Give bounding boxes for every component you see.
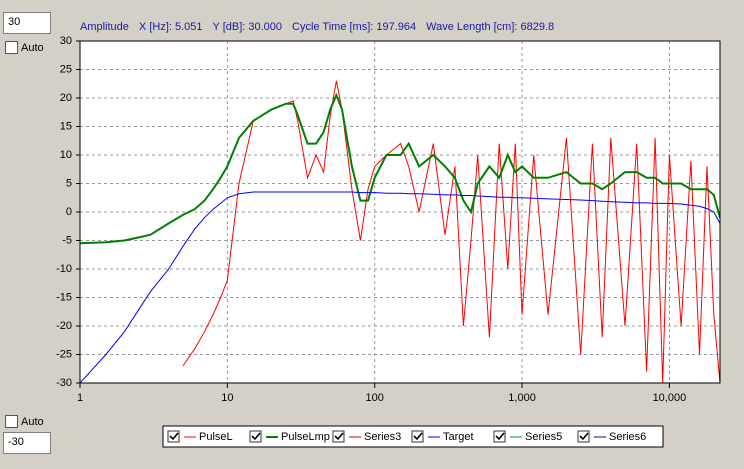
series-line xyxy=(80,191,720,383)
series-line xyxy=(80,92,720,245)
legend-checkbox[interactable] xyxy=(332,430,345,443)
legend-label: Series5 xyxy=(525,431,562,443)
legend-label: PulseL xyxy=(199,431,233,443)
y-tick-label: -30 xyxy=(56,377,72,389)
y-tick-label: 10 xyxy=(60,149,72,161)
top-auto-label: Auto xyxy=(21,41,44,54)
checkbox[interactable] xyxy=(5,415,18,428)
readout-text: Cycle Time [ms]: 197.964 xyxy=(292,21,416,33)
legend-check xyxy=(334,432,344,441)
legend-checkbox[interactable] xyxy=(249,430,262,443)
y-tick-label: -20 xyxy=(56,320,72,332)
x-tick-label: 10,000 xyxy=(653,392,687,404)
legend-label: PulseLmp xyxy=(281,431,330,443)
y-tick-label: 15 xyxy=(60,120,72,132)
checkbox[interactable] xyxy=(5,41,18,54)
legend-checkbox[interactable] xyxy=(577,430,590,443)
top-value-input[interactable]: 30 xyxy=(3,12,51,34)
y-tick-label: -25 xyxy=(56,348,72,360)
bottom-auto[interactable]: Auto xyxy=(5,415,44,428)
legend-check xyxy=(579,432,589,441)
y-tick-label: -10 xyxy=(56,263,72,275)
legend-label: Series3 xyxy=(364,431,401,443)
y-tick-label: 30 xyxy=(60,35,72,47)
legend-check xyxy=(169,432,179,441)
y-tick-label: 5 xyxy=(66,177,72,189)
y-tick-label: 0 xyxy=(66,206,72,218)
x-tick-label: 1,000 xyxy=(508,392,536,404)
legend-label: Series6 xyxy=(609,431,646,443)
plot-border xyxy=(79,40,721,384)
x-tick-label: 10 xyxy=(221,392,233,404)
legend-check xyxy=(251,432,261,441)
legend-label: Target xyxy=(443,431,474,443)
legend-checkbox[interactable] xyxy=(493,430,506,443)
x-tick-label: 100 xyxy=(366,392,384,404)
y-tick-label: -5 xyxy=(62,234,72,246)
legend-check xyxy=(413,432,423,441)
readout-text: Amplitude xyxy=(80,21,129,33)
y-tick-label: 25 xyxy=(60,63,72,75)
y-tick-label: 20 xyxy=(60,92,72,104)
x-tick-label: 1 xyxy=(77,392,83,404)
bottom-value-input[interactable]: -30 xyxy=(3,432,51,454)
legend-checkbox[interactable] xyxy=(167,430,180,443)
top-auto[interactable]: Auto xyxy=(5,41,44,54)
y-tick-label: -15 xyxy=(56,291,72,303)
readout-text: Wave Length [cm]: 6829.8 xyxy=(426,21,554,33)
legend-checkbox[interactable] xyxy=(411,430,424,443)
readout-text: Y [dB]: 30.000 xyxy=(213,21,283,33)
bottom-auto-label: Auto xyxy=(21,415,44,428)
legend-check xyxy=(495,432,505,441)
readout-text: X [Hz]: 5.051 xyxy=(139,21,203,33)
